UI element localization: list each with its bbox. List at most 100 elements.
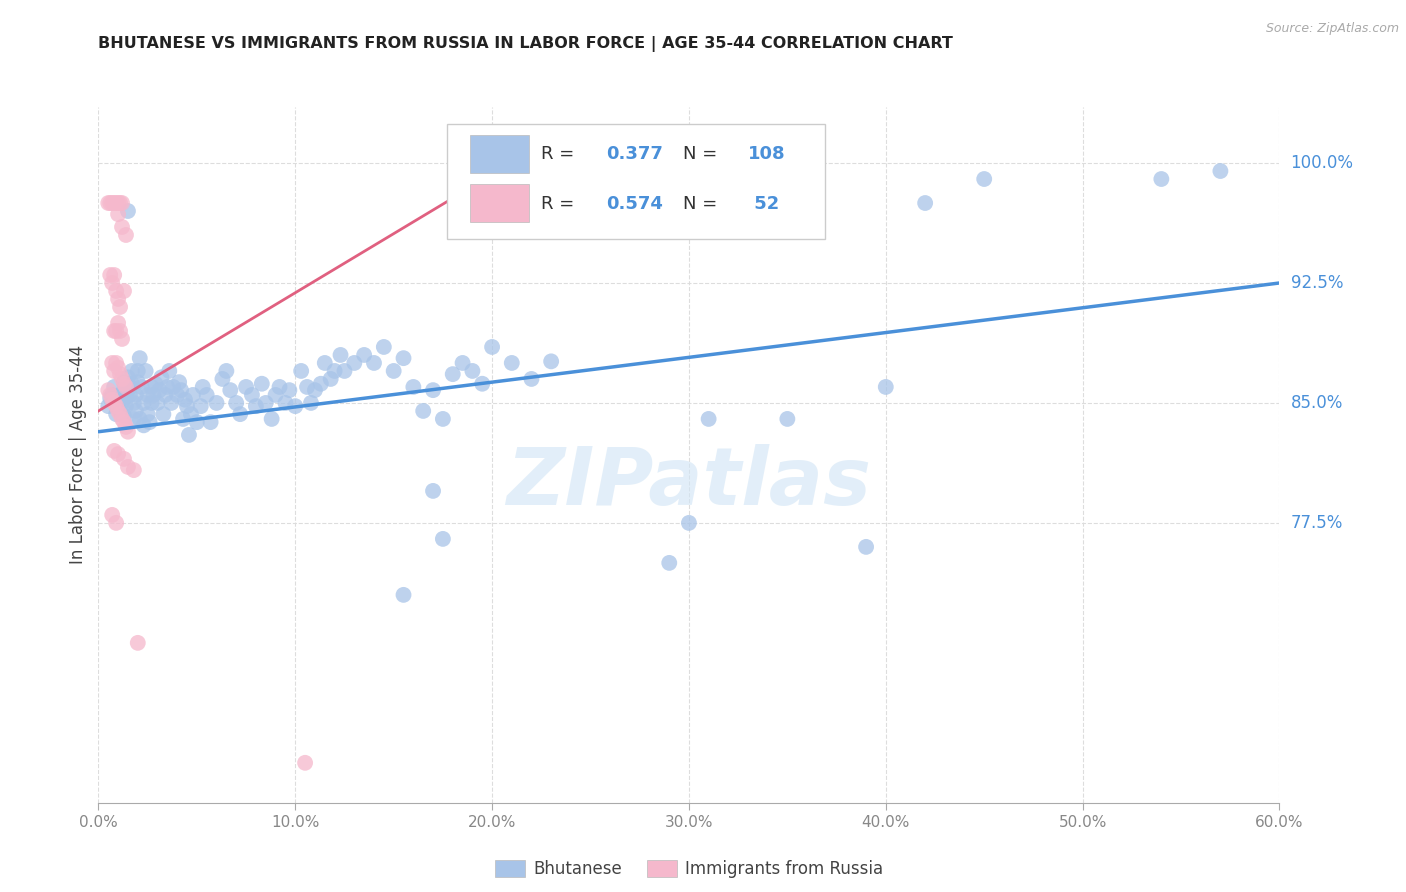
Point <box>105 284 128 298</box>
Point <box>461 364 484 378</box>
Point <box>108 324 131 338</box>
Point <box>121 376 143 391</box>
FancyBboxPatch shape <box>447 124 825 239</box>
Text: 100.0%: 100.0% <box>1291 154 1354 172</box>
Point <box>107 360 129 375</box>
Point <box>914 196 936 211</box>
Point <box>105 407 128 421</box>
Point <box>108 388 131 402</box>
Point <box>235 380 257 394</box>
Point <box>107 447 129 461</box>
Point <box>319 372 342 386</box>
Point <box>973 172 995 186</box>
Point <box>170 383 193 397</box>
Point <box>118 380 141 394</box>
Point <box>412 404 434 418</box>
Point <box>105 196 128 211</box>
Text: BHUTANESE VS IMMIGRANTS FROM RUSSIA IN LABOR FORCE | AGE 35-44 CORRELATION CHART: BHUTANESE VS IMMIGRANTS FROM RUSSIA IN L… <box>98 36 953 52</box>
Text: 0.574: 0.574 <box>606 195 664 213</box>
Point <box>855 540 877 554</box>
Text: 92.5%: 92.5% <box>1291 274 1343 292</box>
Point <box>290 364 312 378</box>
Point <box>107 292 129 306</box>
Point <box>121 364 143 378</box>
Point <box>333 364 356 378</box>
Point <box>111 372 134 386</box>
Point <box>875 380 897 394</box>
Point <box>97 196 120 211</box>
Point <box>122 396 145 410</box>
Point <box>122 463 145 477</box>
Point <box>146 396 169 410</box>
Point <box>101 356 124 370</box>
Point <box>150 370 173 384</box>
Point <box>295 380 318 394</box>
Text: 77.5%: 77.5% <box>1291 514 1343 532</box>
Point <box>125 404 148 418</box>
Point <box>103 196 125 211</box>
Point <box>107 207 129 221</box>
Point <box>278 383 301 397</box>
Point <box>127 636 149 650</box>
Point <box>101 196 124 211</box>
Y-axis label: In Labor Force | Age 35-44: In Labor Force | Age 35-44 <box>69 345 87 565</box>
Point <box>219 383 242 397</box>
Point <box>329 348 352 362</box>
Point <box>156 380 179 394</box>
FancyBboxPatch shape <box>471 184 530 222</box>
Point <box>157 364 180 378</box>
Point <box>107 404 129 418</box>
Text: 52: 52 <box>748 195 779 213</box>
Point <box>117 425 139 439</box>
Point <box>501 356 523 370</box>
Point <box>181 388 204 402</box>
Point <box>1150 172 1173 186</box>
Point <box>145 376 167 391</box>
Point <box>142 388 165 402</box>
Point <box>108 196 131 211</box>
Text: ZIPatlas: ZIPatlas <box>506 443 872 522</box>
Point <box>167 375 190 389</box>
Point <box>180 407 202 421</box>
Point <box>373 340 395 354</box>
Point <box>200 415 222 429</box>
Point <box>343 356 366 370</box>
Point <box>678 516 700 530</box>
Point <box>162 380 184 394</box>
Point <box>245 399 267 413</box>
Point <box>115 390 138 404</box>
Point <box>112 415 135 429</box>
Point <box>776 412 799 426</box>
Text: Source: ZipAtlas.com: Source: ZipAtlas.com <box>1265 22 1399 36</box>
Point <box>353 348 375 362</box>
Point <box>97 383 120 397</box>
Point <box>107 196 129 211</box>
Point <box>105 399 128 413</box>
Point <box>392 588 415 602</box>
Point <box>107 316 129 330</box>
Point <box>107 392 129 407</box>
Point <box>122 412 145 426</box>
Point <box>172 412 194 426</box>
Point <box>697 412 720 426</box>
Point <box>284 399 307 413</box>
Point <box>176 399 198 413</box>
Point <box>471 376 494 391</box>
Point <box>103 268 125 282</box>
Point <box>195 388 218 402</box>
Point <box>215 364 238 378</box>
Point <box>314 356 336 370</box>
Text: 85.0%: 85.0% <box>1291 394 1343 412</box>
Point <box>191 380 214 394</box>
Point <box>174 392 197 407</box>
Point <box>108 407 131 421</box>
Point <box>105 516 128 530</box>
Point <box>112 409 135 423</box>
Point <box>112 451 135 466</box>
Point <box>98 196 121 211</box>
Point <box>274 396 297 410</box>
Text: R =: R = <box>541 195 581 213</box>
Point <box>101 392 124 407</box>
Point <box>141 380 163 394</box>
Point <box>402 380 425 394</box>
